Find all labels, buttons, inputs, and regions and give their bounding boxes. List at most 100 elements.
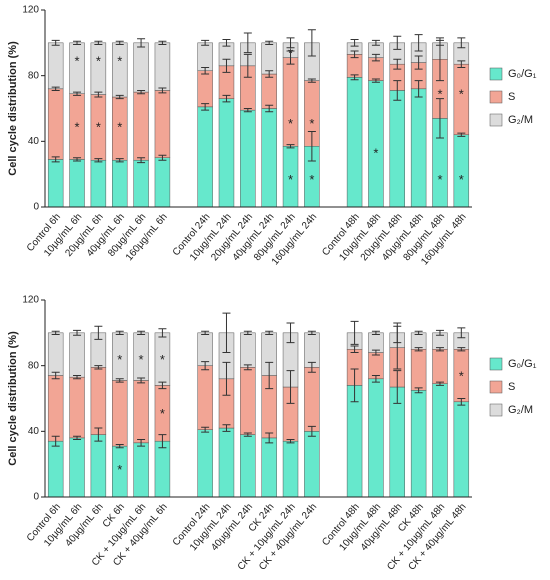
significance-mark: * bbox=[437, 172, 442, 187]
y-tick-label: 40 bbox=[28, 426, 40, 437]
error-bar bbox=[115, 378, 124, 383]
bar-segment bbox=[453, 401, 470, 498]
error-bar bbox=[435, 381, 444, 386]
y-tick-label: 120 bbox=[22, 5, 39, 16]
bar-segment bbox=[47, 332, 64, 376]
error-bar bbox=[350, 345, 359, 354]
bar-segment bbox=[261, 42, 277, 75]
bar-segment bbox=[240, 109, 256, 208]
error-bar bbox=[115, 94, 124, 100]
significance-mark: * bbox=[74, 119, 79, 134]
error-bar bbox=[201, 103, 210, 111]
bar-segment bbox=[261, 73, 277, 109]
error-bar bbox=[286, 50, 295, 65]
error-bar bbox=[222, 94, 231, 103]
significance-mark: * bbox=[117, 54, 122, 69]
error-bar bbox=[457, 37, 466, 49]
error-bar bbox=[51, 39, 60, 46]
bar-segment bbox=[154, 440, 171, 498]
error-bar bbox=[73, 375, 82, 380]
error-bar bbox=[222, 424, 231, 432]
error-bar bbox=[286, 144, 295, 149]
error-bar bbox=[414, 387, 423, 394]
error-bar bbox=[243, 108, 252, 113]
bar-segment bbox=[47, 88, 64, 160]
error-bar bbox=[286, 37, 295, 49]
bar-segment bbox=[47, 159, 64, 208]
y-tick-label: 40 bbox=[28, 136, 40, 147]
error-bar bbox=[457, 60, 466, 68]
error-bar bbox=[158, 434, 167, 449]
bar-segment bbox=[154, 157, 171, 208]
error-bar bbox=[371, 39, 380, 46]
bar-segment bbox=[90, 159, 107, 208]
bar-segment bbox=[90, 42, 107, 95]
bar-segment bbox=[453, 134, 470, 208]
error-bar bbox=[243, 32, 252, 54]
bar-segment bbox=[112, 380, 128, 447]
error-bar bbox=[371, 349, 380, 356]
error-bar bbox=[265, 70, 274, 78]
error-bar bbox=[158, 381, 167, 390]
error-bar bbox=[115, 40, 124, 45]
y-tick-label: 80 bbox=[28, 70, 40, 81]
bar-segment bbox=[197, 365, 213, 430]
error-bar bbox=[94, 365, 103, 370]
error-bar bbox=[201, 361, 210, 371]
error-bar bbox=[51, 371, 60, 380]
error-bar bbox=[435, 329, 444, 336]
error-bar bbox=[222, 361, 231, 396]
bar-segment bbox=[47, 375, 64, 442]
significance-mark: * bbox=[117, 119, 122, 134]
bar-segment bbox=[240, 434, 256, 498]
legend-label: G₀/G₁ bbox=[508, 68, 537, 80]
legend-label: S bbox=[508, 91, 515, 103]
significance-mark: * bbox=[117, 462, 122, 477]
error-bar bbox=[414, 347, 423, 352]
bar-segment bbox=[197, 70, 213, 108]
bar-segment bbox=[112, 159, 128, 208]
bar-segment bbox=[69, 332, 85, 378]
error-bar bbox=[414, 330, 423, 335]
error-bar bbox=[201, 330, 210, 335]
error-bar bbox=[73, 91, 82, 96]
legend-label: G₀/G₁ bbox=[508, 358, 537, 370]
error-bar bbox=[286, 370, 295, 404]
bar-segment bbox=[261, 437, 277, 498]
significance-mark: * bbox=[96, 119, 101, 134]
error-bar bbox=[371, 375, 380, 383]
significance-mark: * bbox=[459, 87, 464, 102]
error-bar bbox=[307, 330, 316, 335]
error-bar bbox=[414, 55, 423, 70]
bar-segment bbox=[197, 42, 213, 71]
bar-segment bbox=[197, 429, 213, 498]
error-bar bbox=[222, 312, 231, 354]
error-bar bbox=[73, 329, 82, 336]
error-bar bbox=[222, 58, 231, 73]
bar-segment bbox=[432, 383, 448, 498]
error-bar bbox=[137, 38, 146, 48]
bar-segment bbox=[69, 437, 85, 498]
error-bar bbox=[371, 53, 380, 62]
error-bar bbox=[307, 78, 316, 83]
significance-mark: * bbox=[160, 352, 165, 367]
error-bar bbox=[201, 39, 210, 46]
error-bar bbox=[51, 435, 60, 447]
bar-segment bbox=[112, 42, 128, 98]
error-bar bbox=[414, 80, 423, 98]
bar-segment bbox=[410, 332, 427, 350]
error-bar bbox=[457, 327, 466, 339]
bar-segment bbox=[410, 390, 427, 498]
error-bar bbox=[137, 330, 146, 335]
bar-segment bbox=[154, 42, 171, 91]
significance-mark: * bbox=[139, 352, 144, 367]
legend-swatch bbox=[489, 113, 503, 127]
bar-segment bbox=[432, 349, 448, 384]
error-bar bbox=[350, 320, 359, 345]
bar-segment bbox=[197, 106, 213, 208]
bar-segment bbox=[218, 427, 235, 498]
bar-segment bbox=[90, 434, 107, 498]
error-bar bbox=[51, 156, 60, 163]
bar-segment bbox=[261, 108, 277, 208]
significance-mark: * bbox=[288, 172, 293, 187]
